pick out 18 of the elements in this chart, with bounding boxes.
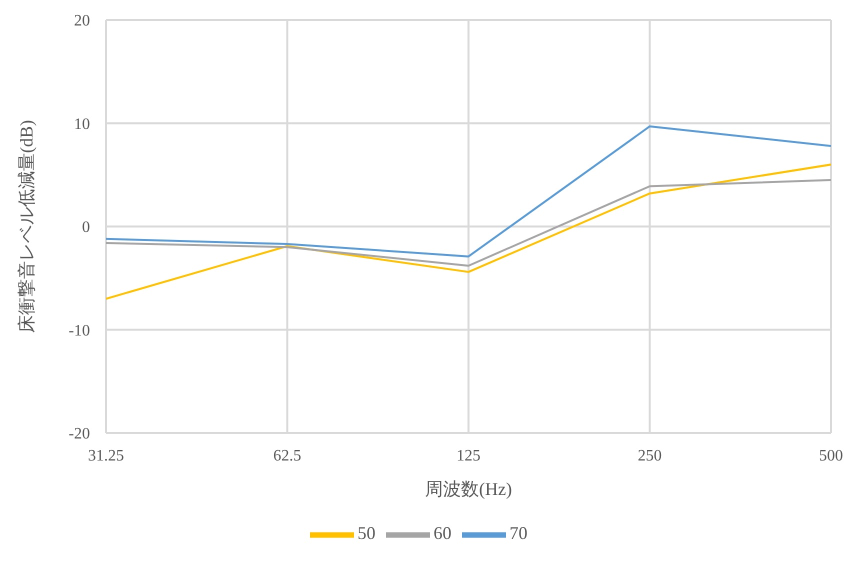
- x-tick-label: 62.5: [273, 447, 302, 464]
- line-series: [106, 164, 831, 300]
- y-tick-label: -20: [68, 426, 90, 443]
- line-series: [106, 179, 831, 267]
- y-tick-label: -10: [68, 322, 90, 340]
- y-tick-label: 20: [74, 12, 90, 30]
- y-axis-title: 床衝撃音レベル低減量(dB): [16, 120, 36, 333]
- legend-label: 70: [510, 523, 528, 544]
- y-tick-label: 10: [74, 116, 90, 133]
- legend-label: 60: [434, 523, 452, 544]
- line-series: [106, 125, 831, 258]
- legend-label: 50: [358, 523, 376, 544]
- y-tick-label: 0: [82, 219, 90, 236]
- x-tick-label: 31.25: [88, 447, 124, 464]
- x-axis-title: 周波数(Hz): [425, 479, 512, 499]
- x-tick-label: 125: [456, 447, 480, 464]
- x-tick-label: 500: [819, 447, 843, 464]
- x-tick-label: 250: [638, 447, 662, 464]
